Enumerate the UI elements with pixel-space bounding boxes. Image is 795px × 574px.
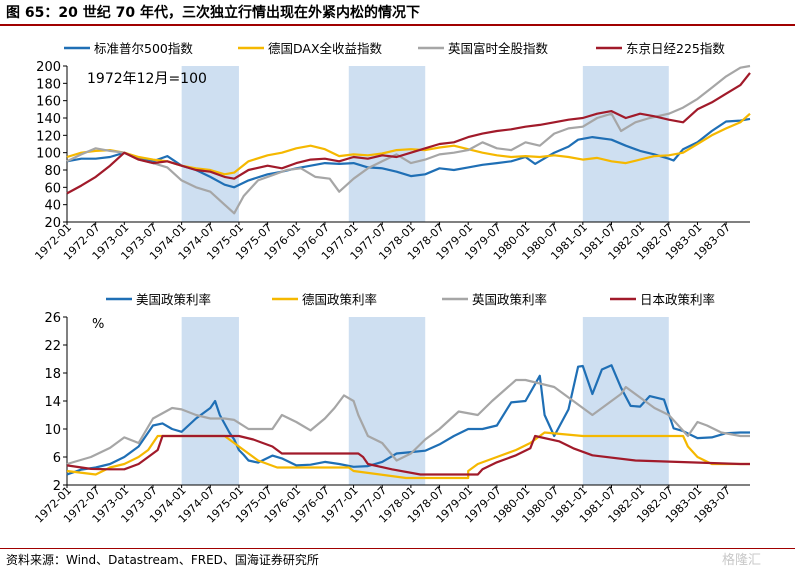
legend-label-jp: 日本政策利率 <box>640 292 715 307</box>
figure-title: 图 65：20 世纪 70 年代，三次独立行情出现在外紧内松的情况下 <box>6 5 420 21</box>
series-line-jp <box>66 434 750 476</box>
y-tick-label: 120 <box>36 129 61 144</box>
y-tick-label: 100 <box>36 147 61 162</box>
y-tick-label: 14 <box>44 395 61 410</box>
legend-label-us: 标准普尔500指数 <box>94 41 193 56</box>
y-tick-label: 200 <box>36 60 61 75</box>
series-line-us <box>66 364 750 476</box>
legend-label-us: 美国政策利率 <box>136 292 211 307</box>
series-line-uk <box>66 378 750 466</box>
legend-label-de: 德国DAX全收益指数 <box>268 41 383 56</box>
series-line-jp <box>66 72 751 195</box>
y-axis-unit: % <box>92 317 104 332</box>
chart-panel-2: 2610141822261972-011972-071973-011973-07… <box>32 292 750 526</box>
y-tick-label: 2 <box>53 479 61 494</box>
series-line-uk <box>66 64 751 215</box>
legend-label-uk: 英国富时全股指数 <box>448 41 549 56</box>
y-tick-label: 140 <box>36 112 61 127</box>
chart-annotation: 1972年12月=100 <box>87 71 207 87</box>
source-note: 资料来源：Wind、Datastream、FRED、国海证券研究所 <box>6 553 319 567</box>
y-tick-label: 6 <box>53 451 61 466</box>
y-tick-label: 180 <box>36 77 61 92</box>
y-tick-label: 80 <box>44 164 61 179</box>
legend-label-de: 德国政策利率 <box>302 292 377 307</box>
y-tick-label: 26 <box>44 311 61 326</box>
y-tick-label: 160 <box>36 95 61 110</box>
shaded-period <box>181 66 239 222</box>
legend-label-uk: 英国政策利率 <box>472 292 547 307</box>
title-rule <box>0 24 795 26</box>
shaded-period <box>582 317 669 485</box>
y-tick-label: 20 <box>44 216 61 231</box>
legend-label-jp: 东京日经225指数 <box>626 41 725 56</box>
y-tick-label: 40 <box>44 199 61 214</box>
y-tick-label: 22 <box>44 339 61 354</box>
y-tick-label: 60 <box>44 181 61 196</box>
source-rule <box>0 548 795 549</box>
watermark-logo: 格隆汇 <box>722 553 762 568</box>
shaded-period <box>348 66 426 222</box>
chart-panel-1: 204060801001201401601802001972-011972-07… <box>32 41 751 263</box>
shaded-period <box>582 66 669 222</box>
y-tick-label: 10 <box>44 423 61 438</box>
y-tick-label: 18 <box>44 367 61 382</box>
shaded-period <box>181 317 239 485</box>
series-line-de <box>66 431 750 480</box>
